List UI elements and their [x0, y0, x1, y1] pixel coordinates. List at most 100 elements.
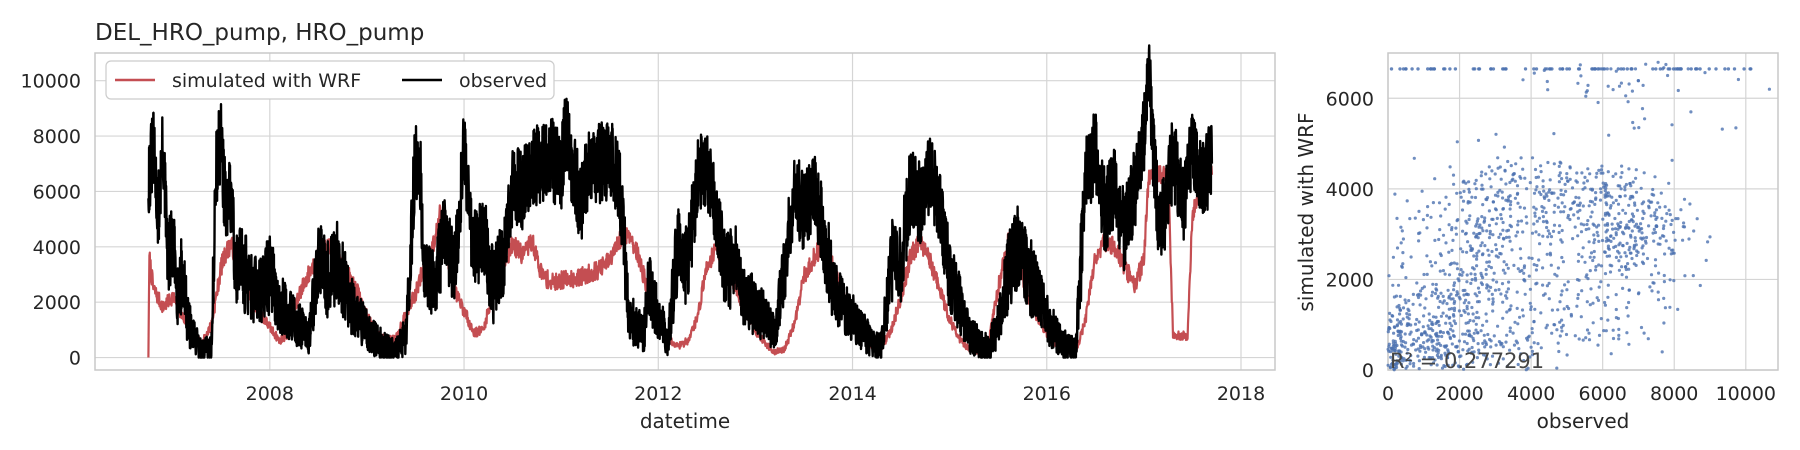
scatter-point [1529, 345, 1533, 349]
scatter-point [1471, 360, 1475, 364]
scatter-point [1509, 214, 1513, 218]
scatter-point [1535, 219, 1539, 223]
scatter-point [1472, 231, 1476, 235]
scatter-point [1425, 254, 1429, 258]
scatter-point [1550, 331, 1554, 335]
scatter-point [1623, 194, 1627, 198]
scatter-point [1439, 291, 1443, 295]
scatter-point [1644, 241, 1648, 245]
scatter-point [1574, 195, 1578, 199]
scatter-point [1636, 79, 1640, 83]
scatter-point [1387, 327, 1391, 331]
scatter-point [1490, 354, 1495, 358]
scatter-point [1617, 259, 1621, 263]
timeseries-x-axis-label: datetime [640, 409, 730, 433]
scatter-point [1587, 204, 1591, 208]
scatter-point [1503, 168, 1507, 172]
scatter-point [1642, 171, 1646, 175]
scatter-point [1617, 84, 1622, 88]
scatter-point [1560, 201, 1564, 205]
scatter-point [1532, 341, 1536, 345]
scatter-point [1518, 205, 1522, 209]
scatter-point [1425, 213, 1429, 217]
scatter-point [1446, 288, 1450, 292]
scatter-point [1416, 354, 1420, 358]
scatter-point [1663, 205, 1667, 209]
scatter-point [1488, 363, 1492, 367]
scatter-point [1526, 338, 1530, 342]
scatter-point [1603, 300, 1607, 305]
scatter-point [1408, 313, 1412, 317]
scatter-point [1502, 260, 1506, 264]
scatter-point [1632, 247, 1636, 251]
scatter-point [1612, 236, 1616, 240]
scatter-point [1468, 244, 1472, 248]
scatter-point [1556, 341, 1560, 345]
scatter-point [1643, 117, 1647, 121]
scatter-point [1444, 241, 1448, 245]
scatter-point [1616, 184, 1620, 188]
scatter-point [1559, 210, 1563, 214]
scatter-point [1630, 256, 1634, 261]
scatter-point [1503, 271, 1507, 275]
scatter-point [1427, 312, 1431, 316]
scatter-point [1607, 133, 1611, 137]
scatter-point [1538, 242, 1542, 246]
scatter-point [1593, 238, 1597, 242]
scatter-point [1507, 195, 1511, 199]
scatter-point [1494, 222, 1498, 226]
scatter-point [1459, 195, 1463, 199]
scatter-point [1588, 255, 1592, 259]
scatter-point [1660, 216, 1664, 220]
scatter-point [1595, 171, 1599, 175]
scatter-point [1468, 318, 1472, 323]
scatter-point [1450, 324, 1454, 328]
scatter-point [1453, 321, 1458, 326]
scatter-y-tick-label: 2000 [1326, 269, 1374, 291]
scatter-point [1436, 351, 1440, 355]
scatter-point [1545, 220, 1549, 225]
scatter-point [1428, 334, 1432, 338]
scatter-point [1653, 258, 1658, 262]
scatter-point [1591, 301, 1595, 305]
scatter-point [1399, 322, 1403, 326]
scatter-point [1646, 337, 1650, 341]
scatter-point [1399, 339, 1403, 343]
scatter-point [1407, 299, 1411, 303]
scatter-point [1480, 226, 1484, 230]
scatter-point [1517, 347, 1521, 351]
scatter-point [1532, 319, 1536, 324]
scatter-point [1606, 244, 1610, 248]
legend-label-simulated: simulated with WRF [172, 70, 361, 92]
scatter-point [1431, 361, 1436, 365]
scatter-point [1624, 94, 1628, 98]
scatter-point [1416, 67, 1420, 71]
scatter-y-axis-label: simulated with WRF [1294, 112, 1318, 311]
scatter-point [1573, 225, 1577, 229]
scatter-point [1656, 60, 1660, 64]
scatter-point [1544, 192, 1548, 196]
scatter-point [1664, 219, 1668, 223]
scatter-point [1664, 239, 1668, 243]
scatter-point [1723, 67, 1727, 71]
scatter-point [1621, 208, 1625, 212]
scatter-point [1624, 267, 1628, 272]
scatter-point [1564, 332, 1569, 337]
scatter-point [1595, 230, 1599, 234]
scatter-point [1399, 335, 1403, 339]
scatter-point [1609, 239, 1613, 243]
scatter-point [1493, 288, 1498, 292]
scatter-point [1488, 177, 1492, 181]
scatter-point [1590, 210, 1594, 214]
scatter-point [1577, 196, 1581, 200]
scatter-point [1642, 331, 1646, 335]
scatter-point [1683, 274, 1687, 278]
scatter-point [1426, 324, 1430, 328]
legend: simulated with WRF observed [105, 60, 555, 100]
scatter-point [1441, 269, 1445, 273]
scatter-point [1594, 265, 1598, 269]
scatter-point [1736, 77, 1740, 82]
scatter-point [1474, 187, 1478, 191]
scatter-point [1592, 249, 1596, 254]
scatter-point [1500, 190, 1504, 194]
